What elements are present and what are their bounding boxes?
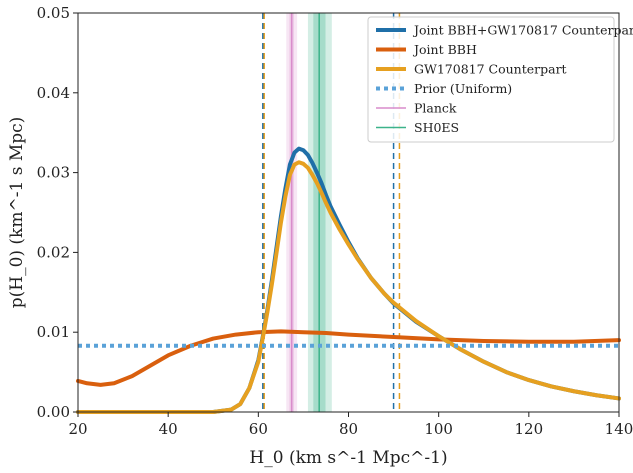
x-tick-label: 120: [515, 420, 544, 438]
series-line-1: [76, 329, 621, 387]
y-axis-ticks: 0.00 0.01 0.02 0.03 0.04 0.05: [37, 4, 78, 421]
legend-label: SH0ES: [414, 120, 459, 135]
legend-label: Prior (Uniform): [414, 81, 512, 96]
x-axis-label: H_0 (km s^-1 Mpc^-1): [249, 448, 447, 468]
y-axis-label: p(H_0) (km^-1 s Mpc): [7, 117, 27, 309]
series-lines: [76, 146, 621, 414]
x-tick-label: 20: [68, 420, 87, 438]
x-axis-ticks: 20 40 60 80 100 120 140: [68, 412, 633, 438]
legend-frame: [367, 16, 615, 143]
legend-label: Planck: [414, 101, 457, 116]
y-tick-label: 0.05: [37, 4, 70, 22]
series-line-0: [76, 146, 621, 414]
y-tick-label: 0.01: [37, 323, 70, 341]
x-tick-label: 40: [159, 420, 178, 438]
reference-bands: [286, 13, 332, 412]
y-tick-label: 0.04: [37, 84, 70, 102]
y-tick-label: 0.00: [37, 403, 70, 421]
legend-label: GW170817 Counterpart: [414, 62, 567, 77]
series-line-2: [76, 160, 621, 414]
y-tick-label: 0.02: [37, 243, 70, 261]
legend-label: Joint BBH: [412, 42, 477, 57]
x-tick-label: 80: [339, 420, 358, 438]
x-tick-label: 100: [424, 420, 453, 438]
x-tick-label: 60: [249, 420, 268, 438]
legend: Joint BBH+GW170817 Counterpart Joint BBH G…: [367, 16, 633, 143]
x-tick-label: 140: [605, 420, 633, 438]
legend-label: Joint BBH+GW170817 Counterpart: [412, 23, 633, 38]
y-tick-label: 0.03: [37, 164, 70, 182]
